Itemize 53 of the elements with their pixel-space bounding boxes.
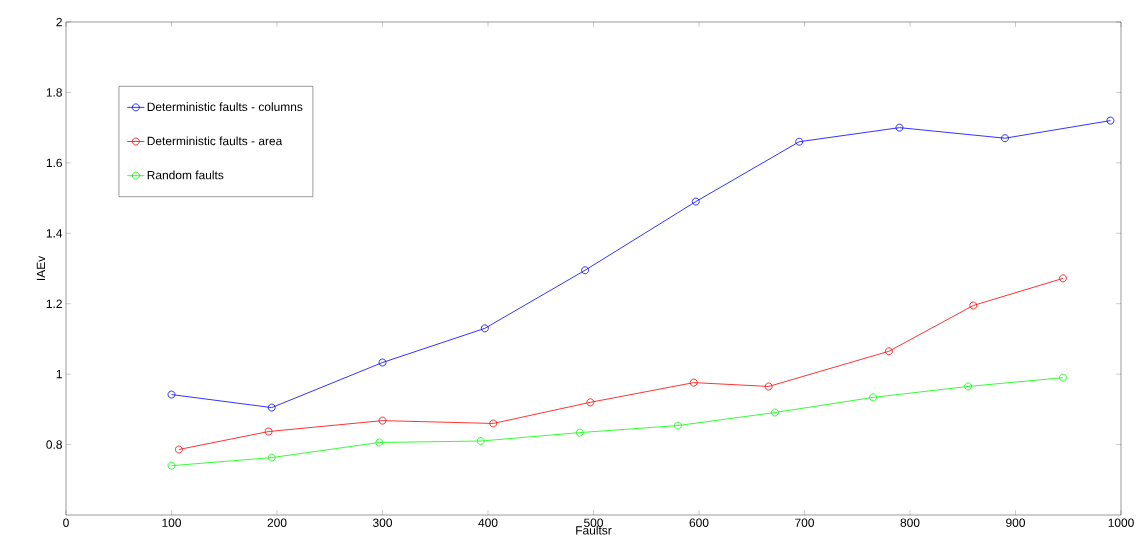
y-tick-label: 2 <box>56 17 62 27</box>
y-tick-label: 1.2 <box>46 299 62 308</box>
y-tick-label: 1 <box>56 370 62 379</box>
point <box>267 453 276 462</box>
point <box>1001 134 1009 143</box>
point <box>378 416 387 425</box>
point <box>480 324 489 333</box>
point <box>674 421 682 430</box>
point <box>375 438 384 447</box>
point <box>1106 116 1115 125</box>
x-tick-label: 500 <box>584 518 604 527</box>
point <box>476 437 485 445</box>
point <box>885 347 893 356</box>
point <box>1059 373 1067 382</box>
x-tick-label: 300 <box>372 518 393 527</box>
x-tick-label: 600 <box>689 518 709 527</box>
x-tick-label: 200 <box>267 518 287 527</box>
y-tick-label: 1.6 <box>46 158 62 168</box>
point <box>1059 274 1067 283</box>
point <box>378 358 387 367</box>
x-tick-label: 100 <box>162 518 182 527</box>
x-tick-label: 900 <box>1006 518 1026 527</box>
point <box>795 137 804 146</box>
point <box>691 197 700 206</box>
point <box>689 378 698 387</box>
legend-label: Deterministic faults - columns <box>147 102 303 112</box>
point <box>174 445 183 454</box>
x-tick-label: 700 <box>795 518 815 527</box>
point <box>586 398 595 407</box>
legend-label: Random faults <box>147 170 224 180</box>
y-tick-label: 0.8 <box>46 440 62 449</box>
point <box>964 382 972 391</box>
point <box>969 301 978 310</box>
point <box>895 123 904 132</box>
point <box>489 419 498 428</box>
point <box>581 266 589 275</box>
point <box>764 382 773 391</box>
point <box>575 428 584 437</box>
y-axis-title: IAEv <box>36 255 46 281</box>
x-tick-label: 400 <box>478 518 498 527</box>
point <box>771 408 779 417</box>
point <box>869 393 877 402</box>
x-tick-label: 0 <box>63 518 69 527</box>
x-tick-label: 1000 <box>1108 518 1134 527</box>
point <box>267 403 276 412</box>
x-axis-title: Faultsr <box>576 525 612 535</box>
legend-label: Deterministic faults - area <box>147 136 283 146</box>
point <box>167 461 176 470</box>
y-tick-label: 1.8 <box>46 88 62 97</box>
point <box>167 390 176 399</box>
x-tick-label: 800 <box>900 518 920 527</box>
y-tick-label: 1.4 <box>46 229 63 238</box>
point <box>264 427 273 436</box>
